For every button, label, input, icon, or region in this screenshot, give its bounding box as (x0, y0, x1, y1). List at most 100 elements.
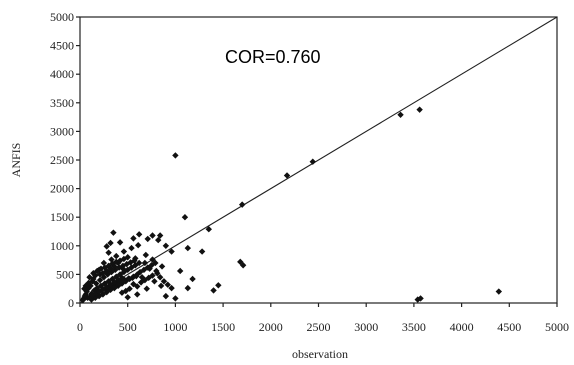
data-point (113, 252, 120, 260)
x-tick-label: 0 (77, 320, 83, 334)
data-point (205, 226, 212, 233)
y-tick-label: 3000 (50, 124, 74, 138)
data-point (168, 284, 175, 292)
data-point (81, 285, 88, 292)
data-point (96, 276, 104, 284)
data-point (416, 106, 423, 113)
data-point (189, 275, 196, 283)
data-point (215, 282, 222, 289)
y-tick-label: 2000 (50, 182, 74, 196)
y-tick-label: 1500 (50, 210, 74, 224)
data-point (115, 264, 123, 271)
data-point (135, 259, 143, 267)
data-point (151, 278, 158, 285)
data-point (495, 288, 503, 295)
data-point (111, 263, 118, 270)
data-point (90, 275, 97, 283)
x-tick-label: 1000 (163, 320, 187, 334)
data-point (130, 235, 137, 242)
data-point (135, 231, 143, 238)
data-point (128, 244, 135, 252)
x-tick-label: 5000 (545, 320, 569, 334)
data-point (149, 232, 156, 239)
data-point (181, 214, 189, 221)
data-point (93, 280, 100, 287)
y-tick-label: 3500 (50, 96, 74, 110)
data-point (152, 259, 159, 267)
data-point (168, 248, 175, 255)
correlation-annotation: COR=0.760 (225, 47, 321, 67)
x-tick-label: 3500 (402, 320, 426, 334)
data-point (103, 283, 110, 291)
x-axis-label: observation (292, 347, 348, 361)
data-point (309, 158, 316, 165)
data-point (129, 274, 136, 282)
data-point (176, 267, 184, 275)
x-tick-label: 2500 (307, 320, 331, 334)
data-point (162, 242, 170, 249)
data-point (124, 294, 131, 301)
data-point (131, 257, 138, 264)
data-point (140, 266, 148, 274)
data-point (417, 295, 424, 302)
data-point (160, 278, 168, 285)
data-point (103, 243, 110, 250)
data-point (113, 258, 120, 266)
data-point (124, 254, 131, 261)
data-point (107, 239, 114, 247)
data-point (134, 291, 141, 298)
y-tick-label: 500 (56, 267, 74, 281)
data-point (155, 236, 162, 244)
x-tick-label: 4500 (497, 320, 521, 334)
y-tick-label: 5000 (50, 10, 74, 24)
data-point (120, 248, 128, 255)
axes: 0 500 1000 1500 2000 2500 3000 3500 4000 4500 5000… (50, 10, 569, 334)
data-point (239, 262, 247, 269)
data-point (198, 248, 206, 255)
data-point (142, 251, 150, 259)
data-point (184, 244, 192, 252)
data-point (116, 239, 124, 246)
data-point (118, 289, 126, 296)
data-point (162, 292, 170, 300)
y-tick-label: 4500 (50, 39, 74, 53)
data-point (100, 259, 108, 267)
data-point (172, 152, 179, 159)
data-point (132, 255, 139, 262)
data-point (144, 235, 151, 243)
y-tick-label: 1000 (50, 239, 74, 253)
data-point (397, 111, 404, 119)
data-point (134, 283, 141, 290)
data-point (238, 201, 246, 208)
data-point (110, 229, 117, 236)
x-tick-label: 3000 (354, 320, 378, 334)
x-tick-label: 1500 (211, 320, 235, 334)
data-point (172, 295, 179, 302)
x-tick-label: 2000 (259, 320, 283, 334)
data-point (153, 267, 160, 275)
reference-line (79, 16, 558, 304)
data-point (156, 274, 164, 281)
data-point (120, 255, 128, 263)
data-point (156, 232, 164, 239)
data-point (158, 263, 166, 270)
data-point (105, 249, 112, 256)
data-point (83, 288, 90, 295)
data-point (283, 172, 291, 179)
data-point (134, 242, 142, 249)
data-point (149, 272, 156, 279)
data-point (141, 259, 149, 267)
y-axis-label: ANFIS (9, 143, 23, 178)
data-point (118, 274, 126, 282)
x-tick-label: 4000 (450, 320, 474, 334)
y-tick-label: 4000 (50, 67, 74, 81)
data-point (79, 296, 87, 304)
x-tick-label: 500 (119, 320, 137, 334)
data-point (143, 285, 150, 292)
data-point (184, 284, 192, 292)
data-point (157, 282, 165, 290)
y-tick-label: 0 (68, 296, 74, 310)
y-tick-label: 2500 (50, 153, 74, 167)
data-point (125, 275, 132, 282)
